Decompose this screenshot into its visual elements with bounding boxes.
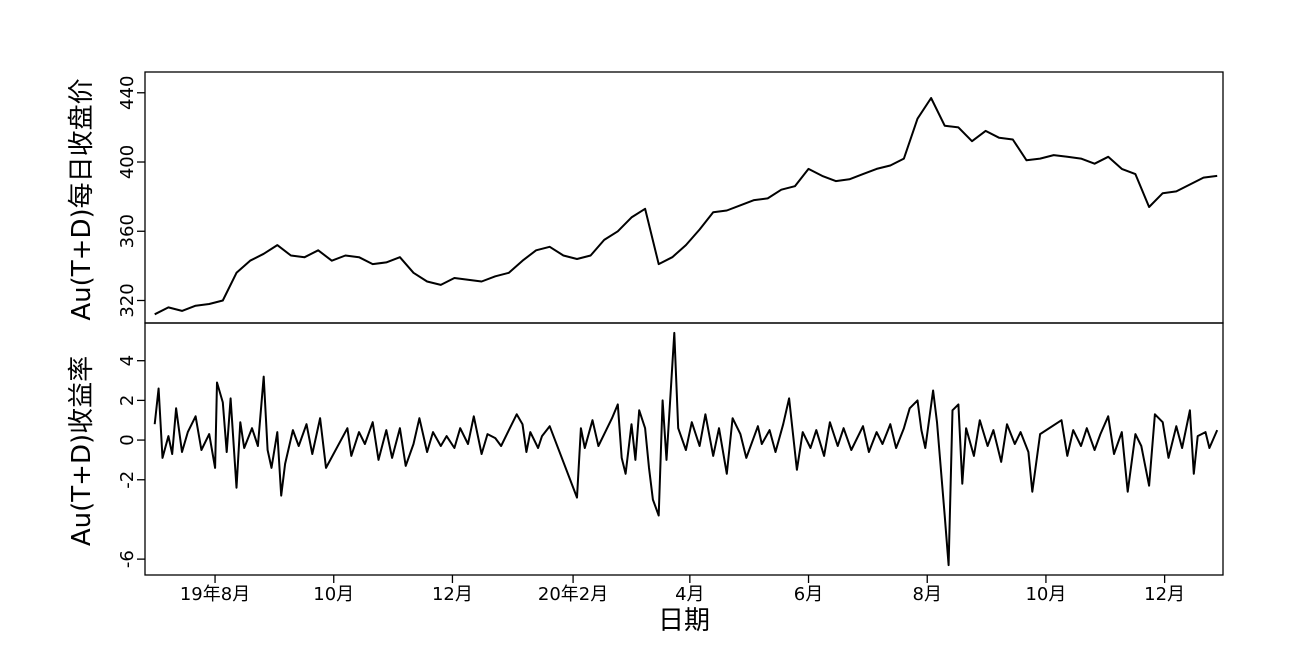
y-tick-label: -6: [117, 550, 138, 568]
top-panel: 320 360 400 440 Au(T+D)每日收盘价: [67, 71, 1224, 324]
y-tick-label: 0: [117, 434, 138, 445]
y-tick-label: 4: [117, 355, 138, 366]
y-axis-label: Au(T+D)收益率: [67, 356, 97, 546]
x-tick-label: 10月: [1025, 584, 1066, 605]
y-tick-label: 440: [117, 76, 138, 110]
y-tick-label: -2: [117, 471, 138, 489]
plot-frame: [144, 322, 1224, 576]
y-tick-label: 360: [117, 214, 138, 248]
x-tick-label: 6月: [794, 584, 823, 605]
x-tick-label: 12月: [432, 584, 473, 605]
x-axis-label: 日期: [658, 606, 710, 636]
x-tick-label: 12月: [1144, 584, 1185, 605]
x-tick-label: 8月: [913, 584, 942, 605]
x-tick-label: 19年8月: [180, 584, 250, 605]
x-tick-label: 10月: [313, 584, 354, 605]
x-tick-label: 20年2月: [538, 584, 608, 605]
price-series-line: [154, 97, 1218, 316]
plot-frame: [144, 71, 1224, 324]
y-tick-label: 2: [117, 395, 138, 406]
bottom-panel: 4 2 0 -2 -6 Au(T+D)收益率: [67, 322, 1224, 576]
y-tick-label: 400: [117, 145, 138, 179]
y-tick-label: 320: [117, 283, 138, 317]
x-tick-label: 4月: [675, 584, 704, 605]
y-axis-label: Au(T+D)每日收盘价: [67, 78, 97, 320]
return-series-line: [153, 331, 1219, 567]
